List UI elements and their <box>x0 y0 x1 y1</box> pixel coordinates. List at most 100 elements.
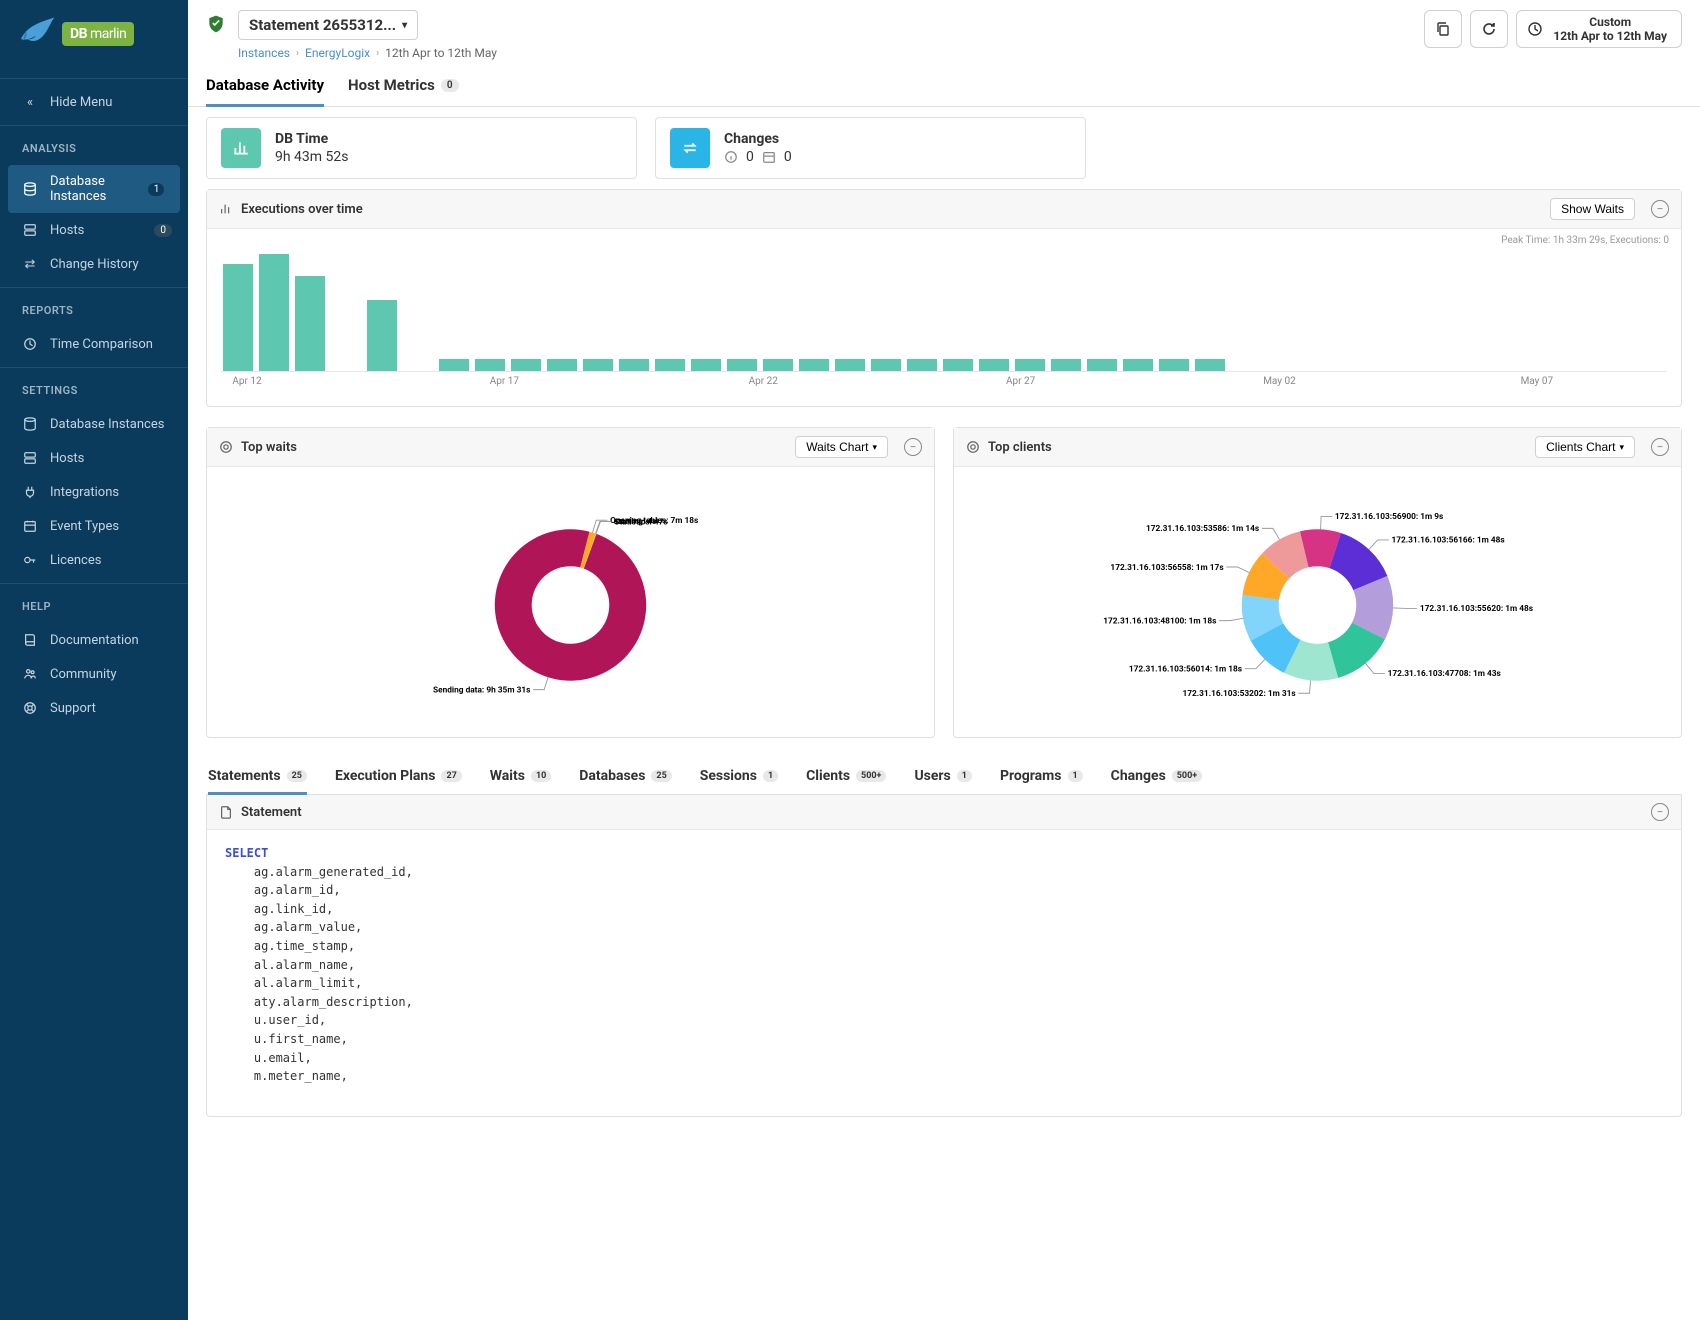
swap-icon: ⇄ <box>22 256 38 272</box>
users-icon <box>22 666 38 682</box>
bar <box>1015 359 1045 371</box>
tab-db-activity[interactable]: Database Activity <box>206 66 324 106</box>
topbar: Statement 2655312... ▾ Instances › Energ… <box>188 0 1700 66</box>
sidebar-item-event-types[interactable]: Event Types <box>0 509 188 543</box>
sub-tab-sessions[interactable]: Sessions1 <box>700 760 778 794</box>
changes-info-count: 0 <box>746 149 754 165</box>
key-icon <box>22 552 38 568</box>
bar <box>655 359 685 371</box>
chevron-right-icon: › <box>296 48 299 59</box>
bar <box>691 359 721 371</box>
bar <box>799 359 829 371</box>
sub-tab-label: Changes <box>1111 768 1166 784</box>
logo-text: DB marlin <box>62 22 134 46</box>
sub-tab-users[interactable]: Users1 <box>914 760 971 794</box>
donut-label: 172.31.16.103:56166: 1m 48s <box>1391 536 1504 546</box>
database-icon <box>22 416 38 432</box>
hide-menu-label: Hide Menu <box>50 95 112 110</box>
bar <box>1087 359 1117 371</box>
sub-tab-label: Databases <box>579 768 645 784</box>
section-analysis: ANALYSIS <box>0 132 188 165</box>
leader-line <box>533 677 548 689</box>
sidebar-item-set-db-instances[interactable]: Database Instances <box>0 407 188 441</box>
sidebar-item-licences[interactable]: Licences <box>0 543 188 577</box>
clients-chart-button[interactable]: Clients Chart ▾ <box>1535 436 1635 458</box>
copy-icon <box>1435 21 1451 37</box>
bar <box>1123 359 1153 371</box>
chevron-right-icon: › <box>376 48 379 59</box>
sub-tab-execution-plans[interactable]: Execution Plans27 <box>335 760 462 794</box>
sidebar-item-hosts[interactable]: Hosts 0 <box>0 213 188 247</box>
hide-menu-button[interactable]: « Hide Menu <box>0 85 188 119</box>
sidebar-item-support[interactable]: Support <box>0 691 188 725</box>
statement-selector[interactable]: Statement 2655312... ▾ <box>238 10 418 40</box>
sub-tab-programs[interactable]: Programs 1 <box>1000 760 1083 794</box>
sidebar-item-change-history[interactable]: ⇄ Change History <box>0 247 188 281</box>
chart-bar-icon <box>221 128 261 168</box>
sub-tab-clients[interactable]: Clients500+ <box>806 760 886 794</box>
sub-tab-label: Sessions <box>700 768 757 784</box>
x-axis-label: Apr 22 <box>749 376 778 387</box>
bar <box>907 359 937 371</box>
badge: 25 <box>287 770 307 782</box>
bar <box>1051 359 1081 371</box>
panel-title: Top waits <box>241 440 297 455</box>
sidebar-item-label: Time Comparison <box>50 337 153 352</box>
sidebar-item-label: Database Instances <box>50 417 164 432</box>
sub-tabs: Statements25 Execution Plans27 Waits10 Data… <box>206 760 1682 795</box>
sidebar-item-time-comparison[interactable]: Time Comparison <box>0 327 188 361</box>
server-icon <box>22 450 38 466</box>
breadcrumb-instance[interactable]: EnergyLogix <box>305 46 370 60</box>
badge: 25 <box>651 770 671 782</box>
chevron-down-icon: ▾ <box>402 20 407 31</box>
sidebar-item-db-instances[interactable]: Database Instances 1 <box>8 165 180 213</box>
bar <box>295 276 325 371</box>
bar-chart-bars <box>221 252 1667 372</box>
donut-label: Sending data: 9h 35m 31s <box>433 685 530 695</box>
badge: 10 <box>531 770 551 782</box>
chevron-down-icon: ▾ <box>1619 442 1624 453</box>
sub-tab-label: Programs <box>1000 768 1062 784</box>
sub-tab-databases[interactable]: Databases 25 <box>579 760 671 794</box>
waits-chart-button[interactable]: Waits Chart ▾ <box>795 436 888 458</box>
x-axis-label: Apr 27 <box>1006 376 1035 387</box>
sidebar-item-set-hosts[interactable]: Hosts <box>0 441 188 475</box>
collapse-button[interactable]: − <box>1651 803 1669 821</box>
sub-tab-label: Execution Plans <box>335 768 436 784</box>
daterange-picker[interactable]: Custom 12th Apr to 12th May <box>1516 10 1682 48</box>
badge: 1 <box>957 770 972 782</box>
daterange-label-1: Custom <box>1553 15 1667 29</box>
info-icon <box>724 150 738 164</box>
sidebar-item-documentation[interactable]: Documentation <box>0 623 188 657</box>
sub-tab-waits[interactable]: Waits10 <box>490 760 551 794</box>
tab-host-metrics[interactable]: Host Metrics 0 <box>348 66 459 106</box>
show-waits-button[interactable]: Show Waits <box>1550 198 1635 220</box>
sidebar-item-community[interactable]: Community <box>0 657 188 691</box>
marlin-icon <box>16 14 56 54</box>
leader-line <box>596 522 611 534</box>
collapse-button[interactable]: − <box>1651 200 1669 218</box>
refresh-button[interactable] <box>1470 10 1508 48</box>
bar <box>583 359 613 371</box>
section-reports: REPORTS <box>0 294 188 327</box>
bar <box>475 359 505 371</box>
swap-icon <box>670 128 710 168</box>
bar <box>727 359 757 371</box>
copy-button[interactable] <box>1424 10 1462 48</box>
sub-tab-statements[interactable]: Statements25 <box>208 760 307 794</box>
panel-title: Executions over time <box>241 202 363 217</box>
bar <box>547 359 577 371</box>
sub-tab-changes[interactable]: Changes500+ <box>1111 760 1203 794</box>
panel-top-clients: Top clients Clients Chart ▾ − 172.31.16.… <box>953 427 1682 738</box>
collapse-button[interactable]: − <box>1651 438 1669 456</box>
donut-label: 172.31.16.103:48100: 1m 18s <box>1103 616 1216 626</box>
breadcrumb-instances[interactable]: Instances <box>238 46 290 60</box>
collapse-button[interactable]: − <box>904 438 922 456</box>
logo[interactable]: DB marlin <box>0 0 188 72</box>
sidebar-item-label: Licences <box>50 553 101 568</box>
bar <box>835 359 865 371</box>
bar <box>259 254 289 371</box>
badge: 1 <box>148 183 164 196</box>
sidebar-item-integrations[interactable]: Integrations <box>0 475 188 509</box>
badge: 1 <box>1068 770 1083 782</box>
